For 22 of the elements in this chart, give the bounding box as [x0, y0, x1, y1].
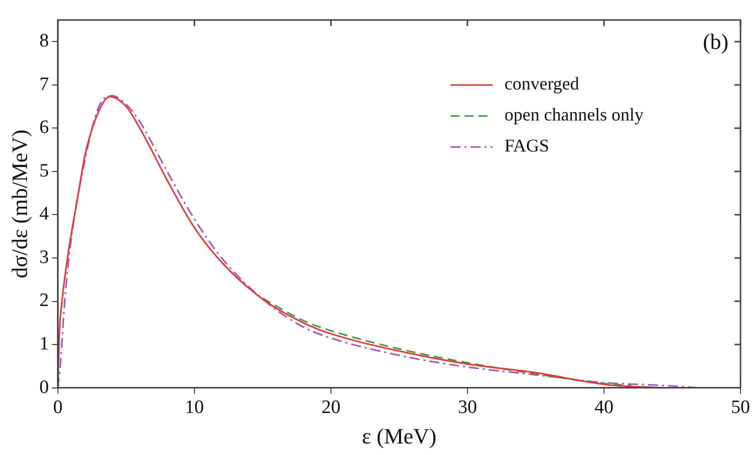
x-tick-label: 40 — [594, 397, 614, 418]
y-tick-label: 8 — [39, 30, 49, 52]
x-tick-label: 20 — [321, 397, 340, 418]
legend-label: open channels only — [504, 104, 644, 125]
x-tick-label: 0 — [53, 397, 63, 418]
y-tick-label: 4 — [39, 204, 50, 225]
y-tick-label: 5 — [39, 160, 49, 182]
y-tick-label: 0 — [39, 376, 49, 398]
legend-label: converged — [504, 74, 580, 94]
line-series — [262, 297, 632, 386]
y-tick-label: 2 — [39, 290, 49, 312]
annotation: (b) — [702, 28, 728, 54]
x-tick-label: 10 — [184, 397, 204, 418]
y-tick-label: 1 — [39, 334, 49, 355]
x-tick-label: 30 — [458, 397, 477, 418]
y-axis-title: dσ/dε (mb/MeV) — [6, 129, 32, 278]
x-axis-title: ε (MeV) — [362, 424, 437, 449]
legend-label: FAGS — [504, 136, 550, 156]
x-tick-label: 50 — [731, 397, 750, 418]
y-tick-label: 6 — [39, 117, 49, 138]
y-tick-label: 7 — [39, 74, 49, 95]
y-tick-label: 3 — [39, 246, 49, 268]
